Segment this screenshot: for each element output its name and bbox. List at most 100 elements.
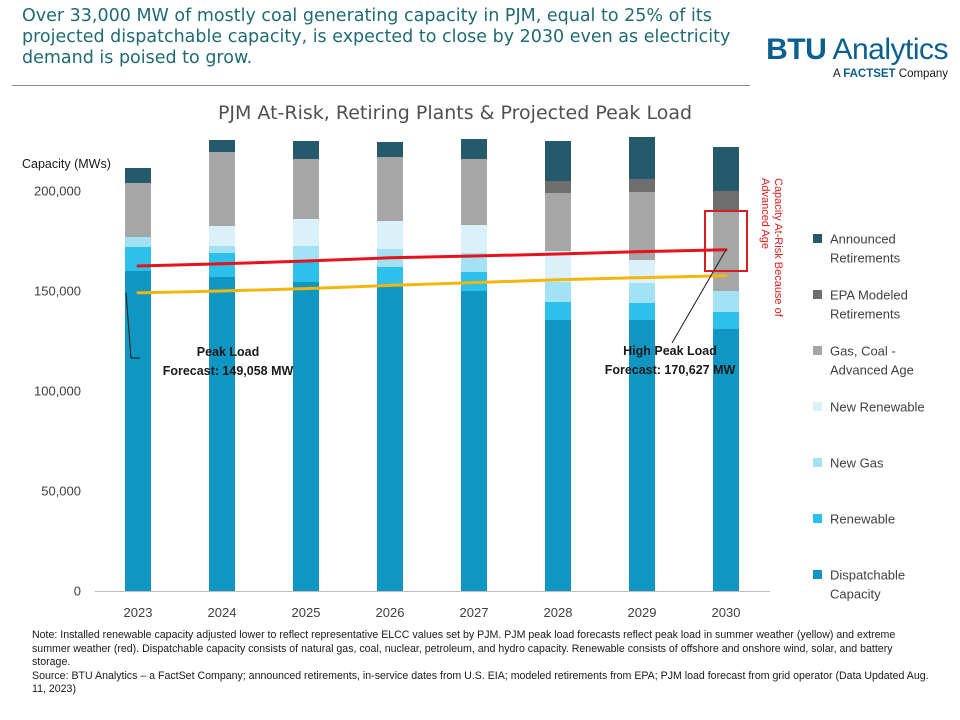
bar-segment xyxy=(461,159,487,225)
bar-segment xyxy=(125,271,151,591)
load-line xyxy=(136,248,728,268)
legend-label: Retirements xyxy=(830,251,901,266)
bar-segment xyxy=(209,277,235,591)
bar-segment xyxy=(629,303,655,320)
header-divider xyxy=(12,85,750,86)
bar-segment xyxy=(629,179,655,192)
legend-label: Renewable xyxy=(830,512,895,527)
at-risk-label-line1: Capacity At-Risk Because of xyxy=(772,178,784,318)
x-tick-label: 2026 xyxy=(376,605,405,620)
bar-segment xyxy=(461,253,487,272)
bar-segment xyxy=(545,193,571,251)
legend-swatch xyxy=(813,570,822,579)
bar-segment xyxy=(209,140,235,152)
high-peak-leader xyxy=(671,249,727,344)
x-tick-label: 2027 xyxy=(460,605,489,620)
legend-swatch xyxy=(813,402,822,411)
logo-wordmark: BTU Analytics xyxy=(766,33,948,66)
bar-segment xyxy=(545,141,571,181)
bar-segment xyxy=(713,291,739,312)
bar-segment xyxy=(377,285,403,591)
x-tick-label: 2029 xyxy=(628,605,657,620)
high-peak-value: Forecast: 170,627 MW xyxy=(605,363,736,377)
company-logo: BTU Analytics A FACTSET Company xyxy=(762,34,948,81)
bar-segment xyxy=(629,137,655,179)
footnotes: Note: Installed renewable capacity adjus… xyxy=(32,629,932,697)
y-tick-label: 150,000 xyxy=(34,284,81,299)
bar-segment xyxy=(293,159,319,219)
load-line xyxy=(136,274,728,295)
bar-segment xyxy=(629,260,655,283)
peak-load-value: Forecast: 149,058 MW xyxy=(163,364,294,378)
legend-label: Capacity xyxy=(830,587,881,602)
bar-segment xyxy=(293,262,319,282)
y-tick-label: 0 xyxy=(74,584,81,599)
peak-load-leader xyxy=(125,292,140,359)
bar-segment xyxy=(293,219,319,246)
at-risk-label-line2: Advanced Age xyxy=(759,178,771,249)
bar-segment xyxy=(461,139,487,159)
legend-label: EPA Modeled xyxy=(830,288,908,303)
bar-segment xyxy=(545,251,571,282)
bar-segment xyxy=(545,181,571,193)
legend-swatch xyxy=(813,514,822,523)
chart-note: Note: Installed renewable capacity adjus… xyxy=(32,629,896,669)
chart-source: Source: BTU Analytics – a FactSet Compan… xyxy=(32,669,929,696)
bar-segment xyxy=(125,183,151,237)
bar-layer xyxy=(125,137,739,591)
bar-segment xyxy=(629,283,655,303)
chart-title: PJM At-Risk, Retiring Plants & Projected… xyxy=(217,102,693,124)
bar-segment xyxy=(461,225,487,253)
axes-layer: 0 50,000 100,000 150,000 200,000 2023 2024 2025… xyxy=(22,157,770,620)
legend-swatch xyxy=(813,458,822,467)
bar-segment xyxy=(545,282,571,302)
bar-segment xyxy=(209,246,235,253)
legend-swatch xyxy=(813,346,822,355)
bar-segment xyxy=(377,267,403,285)
legend-label: Announced xyxy=(830,232,896,247)
bar-segment xyxy=(713,191,739,211)
bar-segment xyxy=(125,168,151,183)
legend-swatch xyxy=(813,234,822,243)
legend-swatch xyxy=(813,290,822,299)
x-tick-label: 2023 xyxy=(124,605,153,620)
bar-segment xyxy=(209,152,235,226)
legend-label: New Renewable xyxy=(830,400,925,415)
bar-segment xyxy=(545,302,571,320)
y-axis-label: Capacity (MWs) xyxy=(22,157,111,171)
bar-segment xyxy=(713,312,739,329)
bar-segment xyxy=(293,141,319,159)
bar-segment xyxy=(461,291,487,591)
bar-segment xyxy=(293,282,319,591)
bar-segment xyxy=(293,246,319,262)
legend: Announced Retirements EPA Modeled Retiremen… xyxy=(813,232,925,602)
bar-segment xyxy=(377,142,403,157)
bar-segment xyxy=(377,221,403,249)
annotation-layer: Peak Load Forecast: 149,058 MW High Peak L… xyxy=(125,178,784,378)
peak-load-label: Peak Load xyxy=(197,345,260,359)
legend-label: New Gas xyxy=(830,456,884,471)
y-tick-label: 100,000 xyxy=(34,384,81,399)
line-layer xyxy=(136,248,728,295)
bar-segment xyxy=(125,237,151,247)
at-risk-box xyxy=(704,210,748,272)
bar-segment xyxy=(713,147,739,191)
bar-segment xyxy=(713,329,739,591)
legend-label: Retirements xyxy=(830,307,901,322)
bar-segment xyxy=(209,226,235,246)
bar-segment xyxy=(377,157,403,221)
x-tick-label: 2030 xyxy=(712,605,741,620)
x-tick-label: 2024 xyxy=(208,605,237,620)
y-tick-label: 50,000 xyxy=(41,484,81,499)
high-peak-label: High Peak Load xyxy=(623,344,717,358)
x-tick-label: 2028 xyxy=(544,605,573,620)
y-tick-label: 200,000 xyxy=(34,184,81,199)
bar-segment xyxy=(545,320,571,591)
legend-label: Dispatchable xyxy=(830,568,905,583)
bar-segment xyxy=(629,320,655,591)
logo-tagline: A FACTSET Company xyxy=(832,68,948,80)
headline: Over 33,000 MW of mostly coal generating… xyxy=(22,6,731,68)
x-tick-label: 2025 xyxy=(292,605,321,620)
